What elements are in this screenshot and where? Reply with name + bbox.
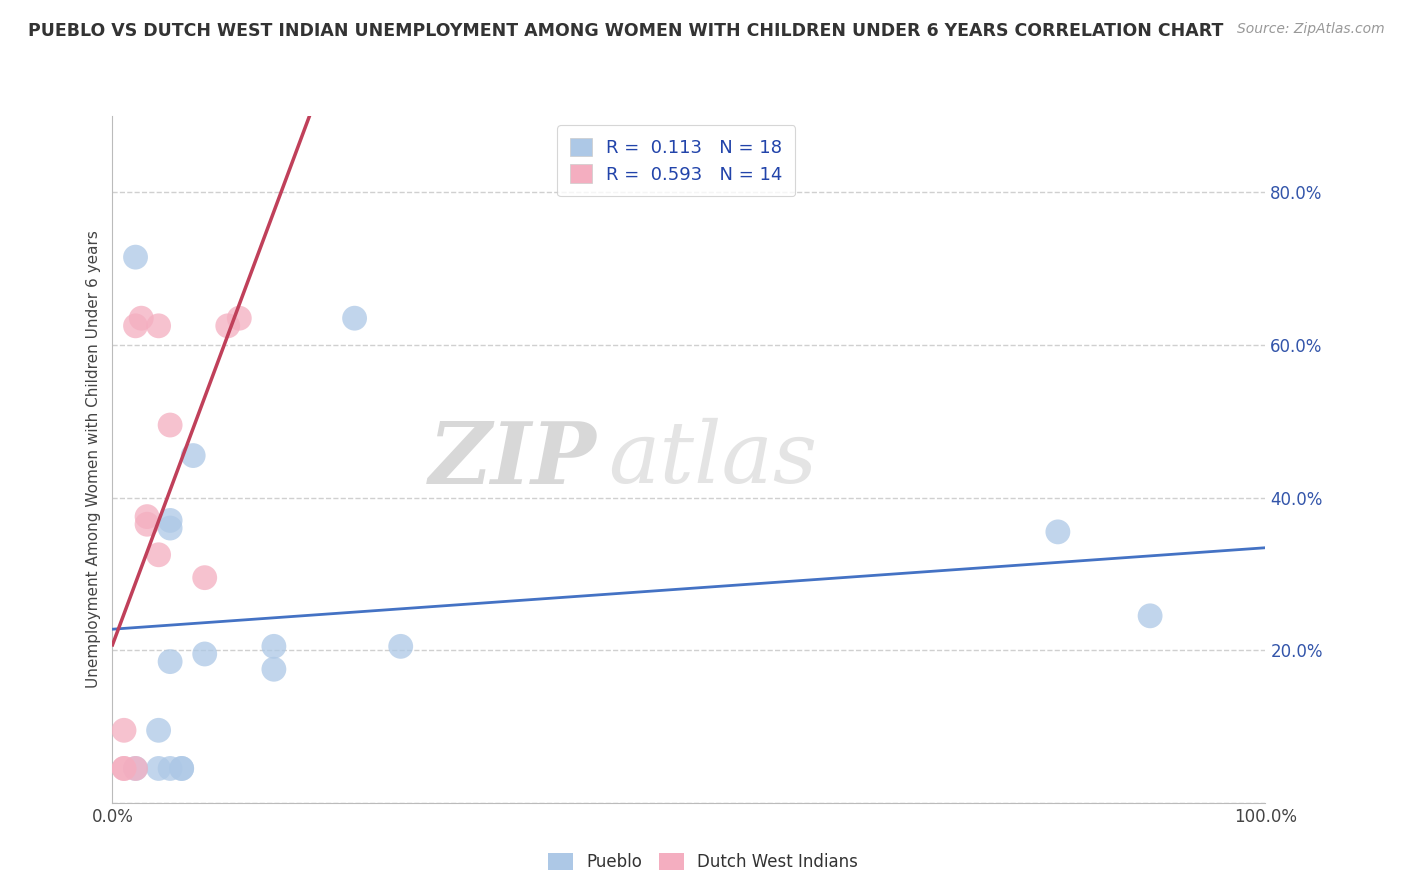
Point [170,761,193,775]
Text: ZIP: ZIP [429,417,596,501]
Point [148,761,170,775]
Point [263,662,285,676]
Point [194,571,217,585]
Y-axis label: Unemployment Among Women with Children Under 6 years: Unemployment Among Women with Children U… [86,230,101,689]
Point [159,417,181,433]
Point [159,521,181,535]
Point [112,761,135,775]
Point [1139,608,1161,623]
Text: Source: ZipAtlas.com: Source: ZipAtlas.com [1237,22,1385,37]
Text: PUEBLO VS DUTCH WEST INDIAN UNEMPLOYMENT AMONG WOMEN WITH CHILDREN UNDER 6 YEARS: PUEBLO VS DUTCH WEST INDIAN UNEMPLOYMENT… [28,22,1223,40]
Point [129,311,153,326]
Point [124,250,146,264]
Point [124,761,146,775]
Point [170,761,193,775]
Text: atlas: atlas [609,418,817,500]
Point [228,311,250,326]
Point [124,318,146,333]
Point [181,449,204,463]
Point [159,513,181,527]
Point [148,318,170,333]
Point [1046,524,1069,539]
Point [148,548,170,562]
Point [136,517,159,532]
Legend: R =  0.113   N = 18, R =  0.593   N = 14: R = 0.113 N = 18, R = 0.593 N = 14 [557,125,796,196]
Point [124,761,146,775]
Point [343,311,366,326]
Point [194,647,217,661]
Point [159,655,181,669]
Point [112,723,135,738]
Point [136,509,159,524]
Point [389,640,412,654]
Point [263,640,285,654]
Point [148,723,170,738]
Legend: Pueblo, Dutch West Indians: Pueblo, Dutch West Indians [540,845,866,880]
Point [112,761,135,775]
Point [217,318,239,333]
Point [159,761,181,775]
